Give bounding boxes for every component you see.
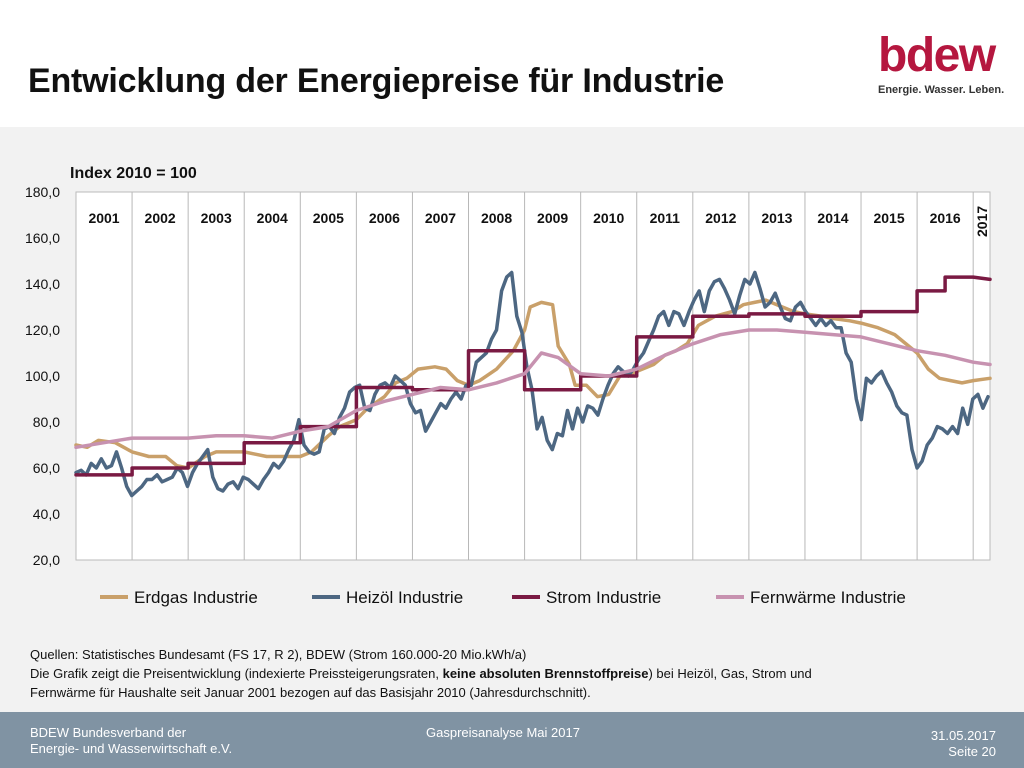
year-label: 2015 <box>873 210 904 226</box>
year-label: 2002 <box>145 210 176 226</box>
legend-label: Fernwärme Industrie <box>750 588 906 607</box>
y-tick-label: 80,0 <box>33 414 60 430</box>
year-label: 2009 <box>537 210 568 226</box>
logo-tagline: Energie. Wasser. Leben. <box>878 84 1005 96</box>
legend-label: Erdgas Industrie <box>134 588 258 607</box>
legend-label: Strom Industrie <box>546 588 661 607</box>
y-tick-label: 140,0 <box>25 276 60 292</box>
year-label: 2001 <box>88 210 119 226</box>
source-line-1: Quellen: Statistisches Bundesamt (FS 17,… <box>30 647 527 662</box>
footer-bar: BDEW Bundesverband der Energie- und Wass… <box>0 712 1024 768</box>
source-line-2-end: ) bei Heizöl, Gas, Strom und <box>648 666 812 681</box>
y-tick-label: 160,0 <box>25 230 60 246</box>
year-label: 2005 <box>313 210 344 226</box>
year-label: 2008 <box>481 210 512 226</box>
y-tick-label: 180,0 <box>25 184 60 200</box>
year-label: 2006 <box>369 210 400 226</box>
footer-organization: BDEW Bundesverband der Energie- und Wass… <box>30 725 232 757</box>
year-label: 2010 <box>593 210 624 226</box>
logo-wordmark: bdew <box>878 29 996 82</box>
y-tick-label: 60,0 <box>33 460 60 476</box>
year-label: 2016 <box>930 210 961 226</box>
source-line-2-bold: keine absoluten Brennstoffpreise <box>442 666 649 681</box>
year-label: 2003 <box>201 210 232 226</box>
source-line-2-start: Die Grafik zeigt die Preisentwicklung (i… <box>30 666 443 681</box>
footer-presentation-title: Gaspreisanalyse Mai 2017 <box>426 725 580 740</box>
series-line <box>74 275 992 477</box>
footer-date: 31.05.2017 <box>930 728 996 743</box>
chart-title: Index 2010 = 100 <box>70 165 197 182</box>
year-label: 2017 <box>974 206 990 237</box>
legend-label: Heizöl Industrie <box>346 588 463 607</box>
year-label: 2012 <box>705 210 736 226</box>
y-tick-label: 100,0 <box>25 368 60 384</box>
price-index-chart: Index 2010 = 100 20,0 40,0 60,0 80,0 100,0 120… <box>25 165 992 607</box>
slide-title: Entwicklung der Energiepreise für Indust… <box>28 62 725 100</box>
source-line-3: Fernwärme für Haushalte seit Januar 2001… <box>30 685 591 700</box>
chart-panel: Index 2010 = 100 20,0 40,0 60,0 80,0 100,0 120… <box>0 127 1024 712</box>
footer-page-number: Seite 20 <box>948 744 996 759</box>
year-label: 2011 <box>650 210 681 226</box>
year-label: 2007 <box>425 210 456 226</box>
footer-org-line-2: Energie- und Wasserwirtschaft e.V. <box>30 741 233 756</box>
y-tick-label: 40,0 <box>33 506 60 522</box>
source-line-2: Die Grafik zeigt die Preisentwicklung (i… <box>30 664 990 683</box>
series-line <box>74 328 992 450</box>
source-note: Quellen: Statistisches Bundesamt (FS 17,… <box>30 645 990 702</box>
bdew-logo: bdew Energie. Wasser. Leben. <box>872 29 1012 104</box>
year-label: 2013 <box>761 210 792 226</box>
y-tick-label: 120,0 <box>25 322 60 338</box>
year-label: 2004 <box>257 210 288 226</box>
footer-org-line-1: BDEW Bundesverband der <box>30 725 187 740</box>
footer-date-page: 31.05.2017 Seite 20 <box>931 728 996 760</box>
year-label: 2014 <box>817 210 848 226</box>
y-tick-label: 20,0 <box>33 552 60 568</box>
plot-area <box>75 191 991 561</box>
